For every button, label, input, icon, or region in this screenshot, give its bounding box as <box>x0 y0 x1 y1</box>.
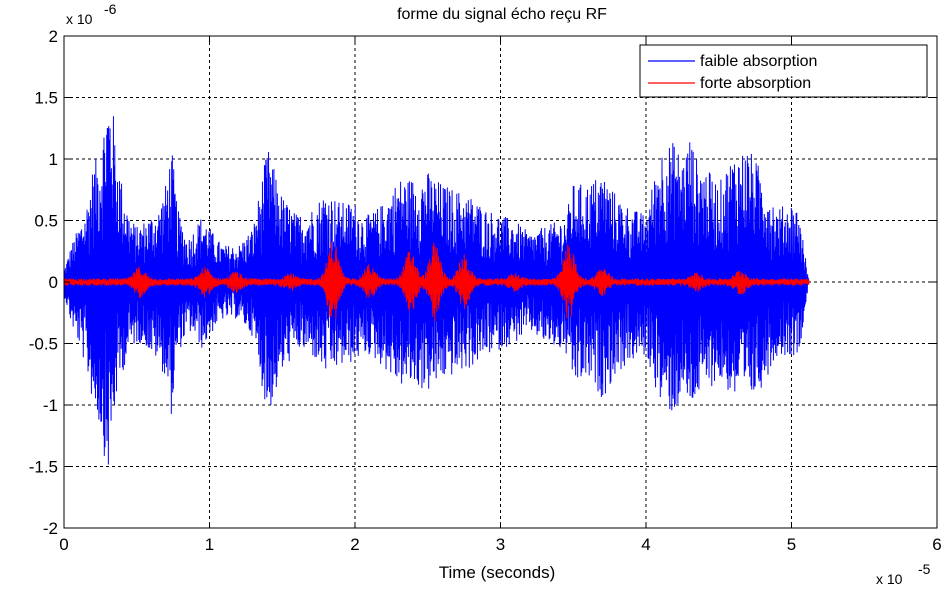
y-tick-label: 2 <box>49 27 58 46</box>
x-scale-factor: x 10 -5 <box>876 561 931 587</box>
y-scale-label: x 10 <box>66 11 93 27</box>
y-tick-label: -1.5 <box>29 458 58 477</box>
legend-label-faible: faible absorption <box>700 53 817 70</box>
y-scale-exponent: -6 <box>104 1 117 17</box>
x-tick-labels: 0 1 2 3 4 5 6 <box>59 535 941 554</box>
x-tick-label: 6 <box>932 535 941 554</box>
x-tick-label: 1 <box>205 535 214 554</box>
y-tick-label: 0 <box>49 273 58 292</box>
legend-label-forte: forte absorption <box>700 75 811 92</box>
x-tick-label: 5 <box>787 535 796 554</box>
series-layer <box>63 116 810 465</box>
plot-area <box>63 35 938 529</box>
y-tick-label: 1.5 <box>34 89 58 108</box>
x-tick-label: 2 <box>350 535 359 554</box>
y-scale-factor: x 10 -6 <box>66 1 117 27</box>
y-tick-labels: -2 -1.5 -1 -0.5 0 0.5 1 1.5 2 <box>29 27 58 538</box>
y-tick-label: 0.5 <box>34 212 58 231</box>
series-line-forte-absorption <box>63 241 810 322</box>
x-tick-label: 3 <box>496 535 505 554</box>
x-scale-label: x 10 <box>876 571 903 587</box>
series-line-faible-absorption <box>63 116 810 465</box>
x-tick-label: 4 <box>641 535 650 554</box>
y-tick-label: -0.5 <box>29 335 58 354</box>
x-tick-label: 0 <box>59 535 68 554</box>
y-tick-label: -1 <box>43 396 58 415</box>
chart-title: forme du signal écho reçu RF <box>397 6 607 23</box>
legend: faible absorption forte absorption <box>639 44 928 98</box>
y-tick-label: 1 <box>49 150 58 169</box>
y-tick-label: -2 <box>43 519 58 538</box>
legend-box <box>639 44 928 98</box>
tick-marks <box>63 35 938 529</box>
x-scale-exponent: -5 <box>918 561 931 577</box>
x-axis-label: Time (seconds) <box>439 563 556 582</box>
